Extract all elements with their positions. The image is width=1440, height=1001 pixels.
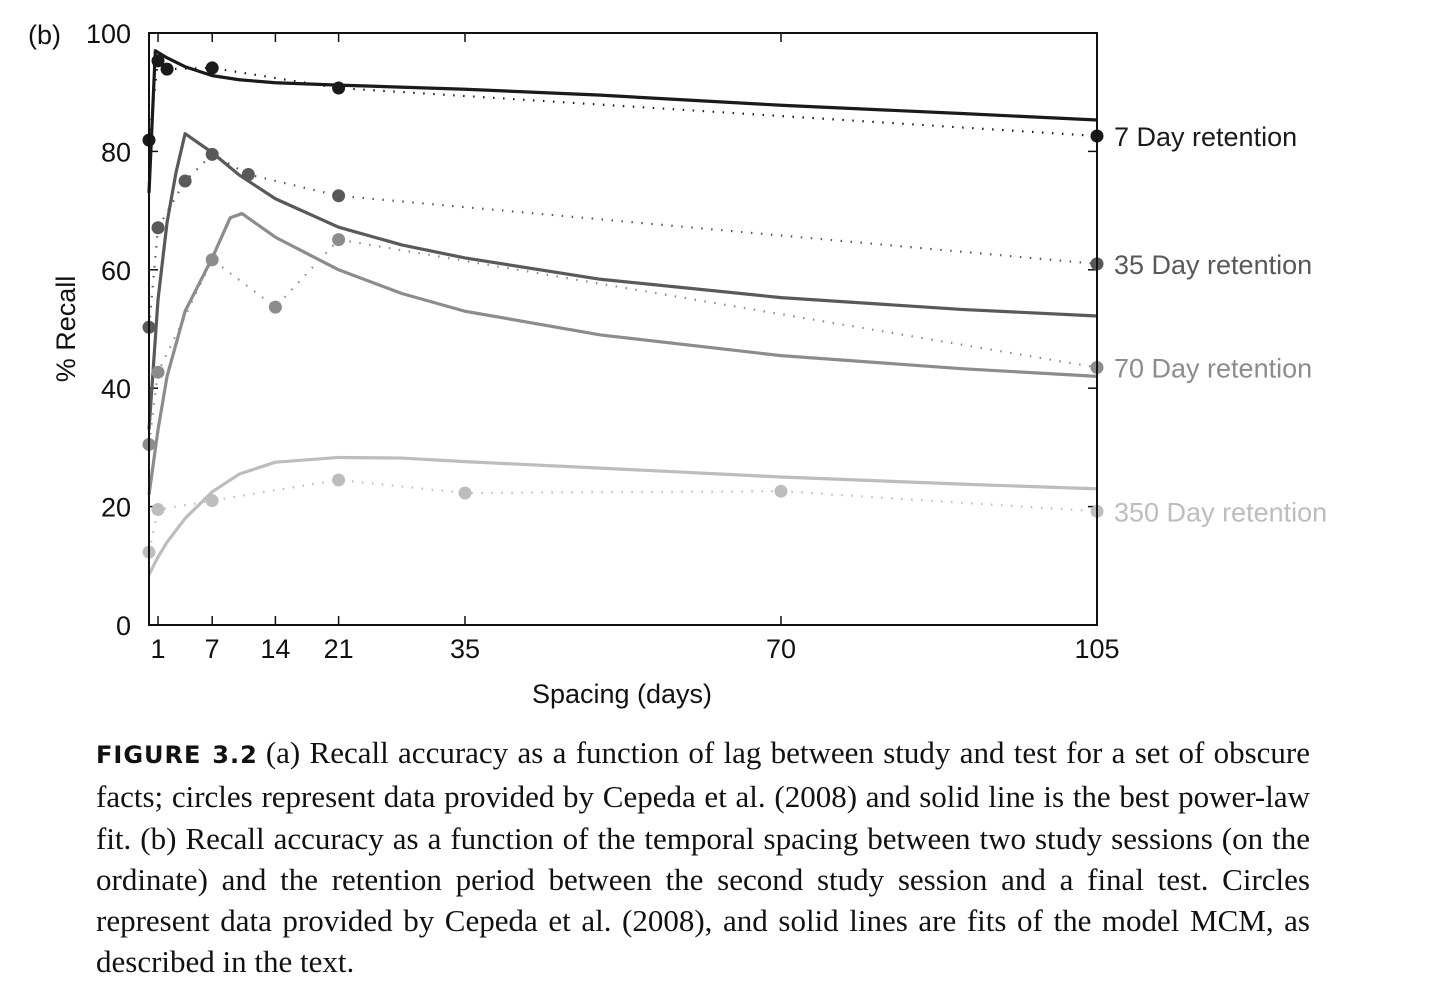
series-layer: [142, 49, 1104, 576]
data-point: [332, 81, 346, 95]
x-tick-label: 21: [324, 634, 354, 664]
y-axis: 0 20 40 60 80 100: [86, 19, 1097, 641]
data-point: [151, 365, 165, 379]
y-tick-label: 20: [101, 493, 131, 523]
fit-line: [147, 132, 1098, 430]
y-tick-label: 0: [116, 611, 131, 641]
figure-label: FIGURE 3.2: [96, 741, 258, 769]
series-4: [142, 455, 1104, 576]
fit-line: [147, 455, 1098, 576]
x-tick-label: 1: [151, 634, 166, 664]
data-point: [151, 503, 165, 517]
data-point: [151, 221, 165, 235]
data-point: [332, 473, 346, 487]
data-point: [268, 300, 282, 314]
x-tick-label: 14: [260, 634, 290, 664]
y-tick-label: 60: [101, 256, 131, 286]
plot-frame: [148, 32, 1098, 626]
data-point: [332, 233, 346, 247]
data-point: [241, 167, 255, 181]
y-tick-label: 40: [101, 374, 131, 404]
series-2: [142, 132, 1104, 430]
data-point: [205, 147, 219, 161]
data-point: [178, 174, 192, 188]
legend-entry: 7 Day retention: [1114, 122, 1297, 152]
data-point: [205, 253, 219, 267]
figure-caption: FIGURE 3.2 (a) Recall accuracy as a funct…: [96, 732, 1310, 983]
data-point: [160, 62, 174, 76]
legend-entry: 35 Day retention: [1114, 250, 1312, 280]
panel-label: (b): [28, 20, 61, 50]
data-point: [458, 486, 472, 500]
x-axis-label: Spacing (days): [532, 679, 712, 709]
data-point: [205, 61, 219, 75]
legend-entry: 70 Day retention: [1114, 353, 1312, 383]
y-tick-label: 80: [101, 137, 131, 167]
fit-line: [147, 211, 1098, 495]
x-tick-label: 35: [450, 634, 480, 664]
legend: 7 Day retention 35 Day retention 70 Day re…: [1114, 122, 1327, 527]
data-point: [332, 189, 346, 203]
x-axis: 1 7 14 21 35 70 105: [151, 33, 1120, 664]
fit-line: [147, 49, 1098, 193]
x-tick-label: 105: [1074, 634, 1119, 664]
x-tick-label: 70: [766, 634, 796, 664]
caption-text: (a) Recall accuracy as a function of lag…: [96, 735, 1310, 939]
legend-entry: 350 Day retention: [1114, 497, 1327, 527]
data-dotted-line: [147, 478, 1098, 553]
caption-text-end: , as described in the text.: [96, 903, 1310, 980]
data-point: [774, 484, 788, 498]
series-1: [142, 49, 1104, 193]
caption-model-name: MCM: [1190, 903, 1266, 939]
y-axis-label: % Recall: [51, 276, 81, 383]
data-point: [151, 54, 165, 68]
data-dotted-line: [147, 58, 1098, 141]
data-dotted-line: [147, 238, 1098, 445]
x-tick-label: 7: [205, 634, 220, 664]
data-point: [205, 494, 219, 508]
data-dotted-line: [147, 152, 1098, 328]
series-3: [142, 211, 1104, 495]
y-tick-label: 100: [86, 19, 131, 49]
